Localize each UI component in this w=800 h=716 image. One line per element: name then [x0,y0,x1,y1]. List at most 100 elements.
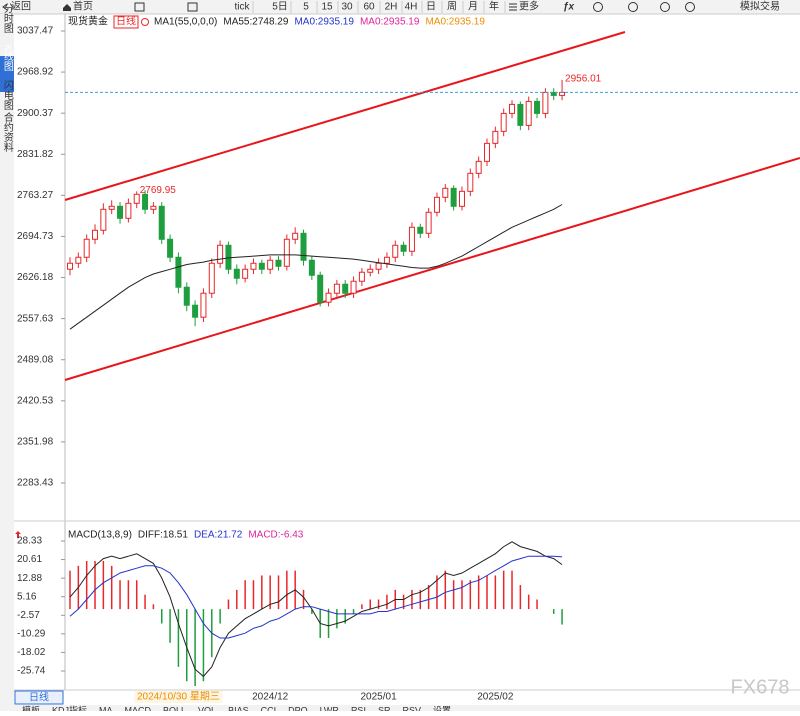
y-tick-label: 2900.37 [17,108,54,119]
period-button[interactable]: 月 [468,1,478,13]
series-line [69,555,563,639]
candle-body [467,172,474,192]
indicator-tab[interactable]: MA [99,705,113,715]
legend-item: DIFF:18.51 [138,530,188,541]
candle-body [133,193,140,204]
sidebar [0,14,14,711]
candle-body [550,91,557,96]
candle-body [167,238,174,258]
candle-body [175,256,182,288]
period-button[interactable]: 2H [385,2,398,13]
candle-body [308,259,315,276]
settings-icon[interactable] [141,18,149,26]
candle-body [484,142,490,162]
period-button[interactable]: 30 [341,2,353,13]
tool-icon[interactable] [685,2,695,12]
period-button[interactable]: 周 [447,1,457,13]
period-button[interactable]: tick [235,2,251,13]
y-tick-label: -2.57 [17,610,40,621]
candle-body [225,244,232,270]
candle-body [117,205,124,219]
candle-body [317,274,324,303]
sidebar-tab[interactable]: 分时图 [1,3,13,34]
sidebar-tab[interactable]: 合约资料 [1,111,13,153]
candle-body [75,256,82,264]
candle-body [292,232,299,240]
candle-body [367,268,374,273]
legend-item: MA0:2935.19 [294,17,354,28]
chart-icon [187,2,198,12]
indicator-bar [14,705,800,711]
indicator-tab[interactable]: BOLL [163,705,186,715]
candle-body [92,229,99,240]
back[interactable]: 返回 [11,1,31,13]
chart-icon [134,2,145,12]
period-button[interactable]: 5日 [272,2,288,13]
y-tick-label: 2968.92 [17,67,54,78]
indicator-tab[interactable]: 设置 [433,705,451,715]
candle-body [425,211,432,234]
candle-body [492,130,499,144]
candle-body [342,283,349,294]
home[interactable]: 首页 [73,0,93,13]
candle-body [83,238,90,258]
sidebar-active [0,56,14,92]
period-button[interactable]: 15 [321,2,333,13]
period-button[interactable]: 5 [303,2,309,13]
candle-body [458,190,465,207]
tool-icon[interactable] [593,2,603,12]
series-line [69,541,563,678]
candle-body [200,292,207,318]
period-button[interactable]: 日 [426,2,436,13]
y-tick-label: -10.29 [17,628,46,639]
tool-icon[interactable] [628,2,638,12]
candle-body [534,100,541,114]
more[interactable]: 更多 [519,0,539,13]
y-tick-label: 2831.82 [17,149,54,160]
indicator-tab[interactable]: SR [378,705,391,715]
watermark: FX678 [731,676,790,698]
crosshair-date-bg [134,691,223,703]
period-tab[interactable]: 日线 [29,691,49,704]
candle-body [408,226,415,252]
channel-lower [64,157,800,381]
candle-body [208,262,215,294]
period-button[interactable]: 60 [363,2,375,13]
indicator-tab[interactable]: DPO [288,705,308,715]
y-tick-label: 3037.47 [17,26,54,37]
candle-body [542,91,549,114]
legend-item: MA1(55,0,0,0) [154,17,217,28]
indicator-tab[interactable]: CCI [261,705,277,715]
back-icon [2,3,8,11]
sidebar-tab[interactable]: K线图 [1,45,13,72]
high-label: 2769.95 [140,185,177,196]
indicator-tab[interactable]: RSI [351,705,366,715]
y-tick-label: 2557.63 [17,313,54,324]
period-button[interactable]: 4H [405,2,418,13]
indicator-tab[interactable]: RSV [402,705,421,715]
candle-body [242,268,249,279]
indicator-tab[interactable]: MACD [125,705,152,715]
more-icon [509,3,517,11]
indicator-tab[interactable]: 模板 [22,704,40,715]
indicator-tab[interactable]: KDJ指标 [52,704,87,715]
indicator-tab[interactable]: LWR [320,705,340,715]
candle-body [192,304,199,318]
series-line [69,204,563,330]
legend-item: MACD:-6.43 [248,530,303,541]
trade[interactable]: 模拟交易 [740,0,780,13]
legend-box [113,15,139,29]
period-button[interactable]: 年 [489,0,499,13]
indicator-tab[interactable]: VOL [198,705,216,715]
candle-body [509,103,516,114]
x-tick-label: 2025/02 [477,692,514,703]
candle-body [258,262,265,270]
candle-body [150,205,157,210]
sidebar-tab[interactable]: 闪电图 [1,79,13,111]
candle-body [233,268,240,279]
legend-item: 现货黄金 [68,15,108,28]
tool-icon[interactable] [660,2,670,12]
indicator-tab[interactable]: BIAS [228,705,249,715]
candle-body [358,271,365,282]
